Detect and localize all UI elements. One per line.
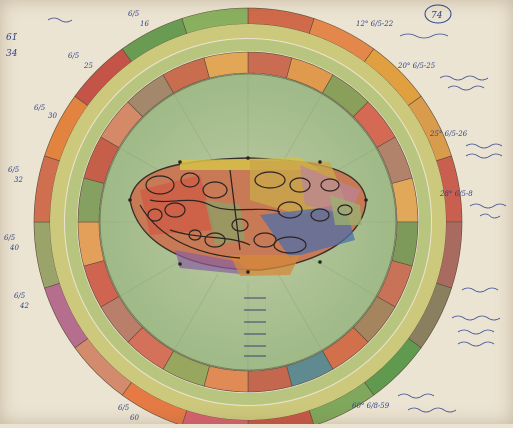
central-oval-map bbox=[128, 156, 368, 276]
note-3: 25° 6/5-26 bbox=[429, 130, 468, 138]
svg-text:74: 74 bbox=[431, 11, 443, 21]
circled-number: 74 bbox=[424, 4, 452, 24]
right-notes: 12° 6/5-22 20° 6/5-25 25° 6/5-26 28° 6/5… bbox=[352, 20, 473, 410]
ring-label-5: 6/5 bbox=[4, 234, 16, 242]
svg-text:16: 16 bbox=[140, 20, 149, 28]
ring-label-1: 6/5 bbox=[128, 10, 140, 18]
svg-text:60: 60 bbox=[130, 414, 139, 422]
radial-line bbox=[277, 94, 322, 171]
svg-text:32: 32 bbox=[14, 176, 23, 184]
svg-text:30: 30 bbox=[48, 112, 57, 120]
note-1: 12° 6/5-22 bbox=[356, 20, 394, 28]
note-2: 20° 6/5-25 bbox=[397, 62, 436, 70]
svg-text:25: 25 bbox=[83, 62, 93, 70]
radial-line bbox=[174, 273, 219, 350]
svg-text:40: 40 bbox=[9, 244, 19, 252]
radial-line bbox=[174, 94, 219, 171]
ring-label-6: 6/5 bbox=[14, 292, 26, 300]
yellow-band bbox=[50, 24, 446, 420]
ring-label-3: 6/5 bbox=[34, 104, 46, 112]
inner-color-ring bbox=[65, 39, 431, 405]
ring-label-4: 6/5 bbox=[8, 166, 20, 174]
radial-line bbox=[277, 273, 322, 350]
ring-labels: 6/5 16 6/5 25 6/5 30 6/5 32 6/5 40 6/5 4… bbox=[4, 10, 149, 422]
svg-text:42: 42 bbox=[19, 302, 29, 310]
note-5: 60° 6/8-59 bbox=[352, 402, 390, 410]
note-4: 28° 6/5-8 bbox=[439, 190, 473, 198]
green-band bbox=[65, 39, 431, 405]
ring-label-2: 6/5 bbox=[68, 52, 80, 60]
corner-mark-2: 34 bbox=[6, 49, 18, 59]
radial-line bbox=[299, 251, 376, 296]
corner-mark-1: 61̈ bbox=[6, 33, 17, 43]
ring-label-7: 6/5 bbox=[118, 404, 130, 412]
ladder-scribble bbox=[244, 297, 266, 357]
inner-ring-segment bbox=[203, 51, 249, 79]
illegible-notes bbox=[47, 17, 507, 413]
